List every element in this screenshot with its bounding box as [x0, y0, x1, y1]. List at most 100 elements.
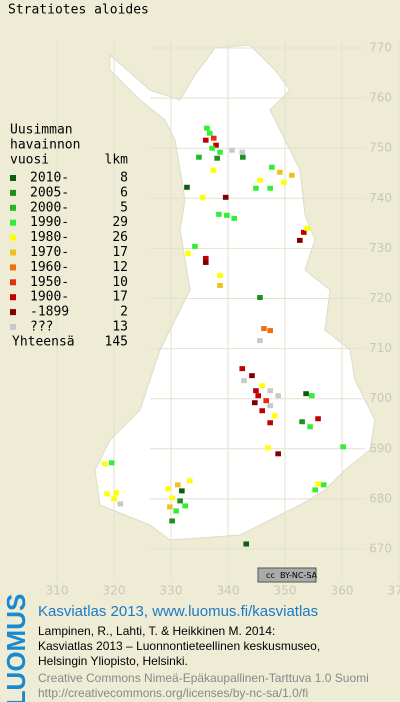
legend-count: 26	[112, 230, 128, 245]
observation-cell	[304, 225, 311, 231]
observation-cell	[320, 482, 327, 488]
legend-heading: Uusimman	[10, 123, 73, 138]
observation-cell	[243, 541, 250, 547]
legend-label: 2000-	[30, 200, 69, 215]
x-tick-label: 370	[388, 584, 400, 598]
grid: 310 320 330 340 350 360 370 670 680 690 700 710 720 7…	[46, 41, 400, 598]
y-tick-label: 710	[369, 341, 392, 355]
observation-cell	[249, 373, 255, 379]
x-tick-label: 340	[217, 584, 240, 598]
observation-cell	[184, 184, 190, 190]
cc-badge-cc: cc	[266, 571, 275, 580]
legend-heading: havainnon	[10, 138, 80, 153]
observation-cell	[210, 167, 216, 173]
total-label: Yhteensä	[12, 334, 75, 349]
observation-cell	[289, 172, 295, 178]
observation-cell	[263, 398, 269, 404]
footer-link[interactable]: Kasviatlas 2013, www.luomus.fi/kasviatla…	[38, 603, 318, 620]
observation-cell	[202, 259, 209, 265]
observation-cell	[261, 326, 267, 332]
observation-cell	[269, 164, 275, 170]
y-tick-label: 720	[369, 291, 392, 305]
observation-cell	[202, 137, 209, 143]
observation-cell	[275, 393, 281, 399]
observation-cell	[169, 495, 175, 501]
observation-cell	[196, 154, 202, 160]
y-tick-label: 730	[369, 241, 392, 255]
observation-cell	[216, 211, 222, 217]
observation-cell	[214, 155, 220, 161]
observation-cell	[213, 142, 219, 148]
legend-swatch	[10, 264, 16, 271]
legend-label: ???	[30, 320, 53, 335]
y-tick-label: 770	[369, 41, 392, 55]
observation-cell	[229, 147, 235, 153]
grid-overlay	[56, 40, 400, 580]
observation-cell	[253, 388, 259, 394]
observation-cell	[185, 250, 191, 256]
legend-label: 2005-	[30, 185, 69, 200]
y-tick-label: 750	[369, 141, 392, 155]
observation-cell	[271, 413, 278, 419]
observation-cell	[175, 482, 181, 488]
y-tick-label: 740	[369, 191, 392, 205]
observation-cell	[217, 282, 223, 288]
y-tick-label: 690	[369, 441, 392, 455]
observation-cell	[204, 125, 210, 131]
legend-swatch	[10, 189, 16, 196]
legend-swatch	[10, 219, 16, 226]
y-tick-label: 760	[369, 91, 392, 105]
observation-cell	[206, 130, 213, 136]
observation-cell	[267, 420, 273, 426]
observation-cell	[192, 243, 198, 249]
y-tick-label: 700	[369, 391, 392, 405]
citation: Helsingin Yliopisto, Helsinki.	[38, 654, 188, 668]
observation-cell	[182, 503, 189, 509]
observation-cell	[239, 366, 246, 372]
observation-cell	[217, 272, 223, 278]
legend-label: 1980-	[30, 230, 69, 245]
observation-cell	[315, 481, 321, 487]
legend-count: 29	[112, 215, 128, 230]
legend-label: 1950-	[30, 275, 69, 290]
observation-cell	[257, 294, 263, 300]
observation-cell	[255, 393, 262, 399]
legend-heading: vuosi	[10, 153, 49, 168]
observation-cell	[297, 237, 303, 243]
observation-cell	[224, 212, 230, 218]
legend-swatch	[10, 175, 16, 181]
citation: Lampinen, R., Lahti, T. & Heikkinen M. 2…	[38, 624, 275, 638]
observation-cell	[209, 145, 215, 151]
observation-cell	[241, 378, 247, 384]
observation-cell	[301, 229, 307, 235]
legend-label: -1899	[30, 305, 69, 320]
observation-cell	[239, 149, 246, 155]
legend-count: 12	[112, 260, 128, 275]
observation-cell	[217, 149, 223, 155]
legend-label: 1900-	[30, 290, 69, 305]
legend-count: 17	[112, 290, 128, 305]
observation-cell	[267, 328, 273, 334]
legend-swatch	[10, 309, 16, 316]
observation-cell	[303, 391, 309, 397]
x-tick-label: 350	[274, 584, 297, 598]
observation-cell	[165, 486, 171, 492]
observation-cell	[308, 393, 315, 399]
title: Stratiotes aloides	[8, 3, 149, 18]
total-count: 145	[105, 334, 128, 349]
legend-count: 17	[112, 245, 128, 260]
observation-cell	[111, 496, 117, 502]
observation-cell	[299, 419, 305, 425]
observation-cell	[108, 460, 115, 466]
legend-count: 6	[120, 185, 128, 200]
observation-cell	[173, 508, 179, 514]
legend-swatch	[10, 204, 16, 211]
observation-cell	[265, 445, 271, 451]
legend-count: 8	[120, 171, 128, 186]
observation-cell	[257, 338, 263, 344]
license: http://creativecommons.org/licenses/by-n…	[38, 686, 308, 700]
observation-cell	[169, 518, 175, 524]
x-tick-label: 320	[103, 584, 126, 598]
